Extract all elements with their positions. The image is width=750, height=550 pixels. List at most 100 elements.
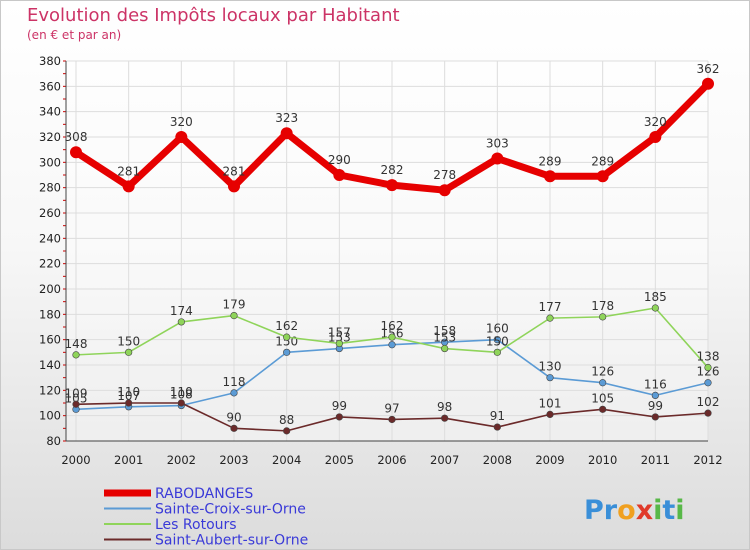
series-point-3 [546,410,554,419]
x-tick-label: 2007 [430,453,459,467]
data-label-0: 281 [223,164,246,178]
series-point-0 [122,180,135,193]
series-point-0 [596,170,609,183]
series-point-2 [546,314,554,322]
data-label-1: 153 [328,331,351,345]
data-label-2: 138 [697,350,720,364]
series-point-2 [704,363,712,372]
brand-letter: t [662,495,675,526]
series-point-2 [283,333,291,341]
data-label-0: 290 [328,153,351,167]
data-label-3: 99 [332,399,347,413]
series-point-2 [177,318,185,326]
plot-area [66,61,708,441]
data-label-0: 362 [697,62,720,76]
chart-title: Evolution des Impôts locaux par Habitant [27,5,400,26]
y-tick-label: 180 [39,307,61,321]
y-tick-label: 380 [39,54,61,68]
series-point-2 [125,348,133,356]
series-point-3 [388,415,396,424]
brand-letter: P [584,495,604,526]
x-tick-label: 2000 [61,453,90,467]
series-point-3 [651,413,659,421]
series-point-3 [177,399,185,407]
x-tick-label: 2003 [219,453,248,467]
data-label-0: 289 [591,154,614,168]
y-tick-label: 360 [39,79,61,93]
data-label-3: 101 [539,396,562,410]
legend-label-1: Sainte-Croix-sur-Orne [155,502,306,518]
data-label-1: 126 [697,365,720,379]
series-point-3 [599,405,607,413]
brand-letter: r [604,495,618,526]
data-label-0: 281 [117,164,140,178]
data-label-2: 148 [65,337,88,351]
data-label-2: 150 [486,334,509,348]
data-label-2: 178 [591,299,614,313]
data-label-2: 162 [381,319,404,333]
y-tick-label: 80 [46,434,61,448]
x-tick-label: 2006 [377,453,406,467]
data-label-3: 91 [490,409,505,423]
series-point-3 [335,413,343,421]
data-label-1: 160 [486,322,509,336]
data-label-3: 110 [170,385,193,399]
series-point-0 [702,77,714,90]
series-point-3 [72,400,80,408]
y-tick-label: 220 [39,257,61,271]
series-point-0 [228,180,240,193]
x-tick-label: 2012 [693,453,722,467]
chart-subtitle: (en € et par an) [27,28,122,42]
y-tick-label: 100 [39,409,61,423]
data-label-3: 110 [117,385,140,399]
brand-letter: i [675,495,684,526]
legend-label-0: RABODANGES [155,486,253,502]
series-point-2 [651,304,659,312]
x-tick-label: 2008 [483,453,512,467]
series-point-0 [175,131,188,143]
series-point-1 [493,336,501,344]
x-tick-label: 2001 [114,453,143,467]
x-tick-label: 2009 [535,453,564,467]
data-label-0: 289 [539,154,562,168]
y-tick-label: 340 [39,105,61,119]
brand-logo: Proxiti [584,495,685,526]
data-label-3: 90 [226,410,241,424]
data-label-3: 97 [384,401,399,415]
data-label-3: 109 [65,386,88,400]
data-label-1: 105 [65,391,88,405]
y-tick-label: 260 [39,206,61,220]
series-point-1 [599,379,607,387]
series-point-1 [546,374,554,382]
data-label-3: 102 [697,395,720,409]
data-label-1: 107 [117,389,140,403]
series-point-0 [70,146,82,159]
series-point-0 [280,127,293,140]
y-tick-label: 140 [39,358,61,372]
x-tick-label: 2002 [167,453,196,467]
y-tick-label: 160 [39,333,61,347]
data-label-2: 153 [433,331,456,345]
brand-letter: i [653,495,662,526]
series-point-3 [493,423,501,431]
data-label-1: 126 [591,365,614,379]
data-label-0: 323 [275,111,298,125]
legend-label-2: Les Rotours [155,517,237,533]
data-label-2: 157 [328,325,351,339]
series-point-0 [438,184,451,197]
series-point-3 [441,414,449,422]
data-label-1: 158 [433,324,456,338]
data-label-2: 150 [117,334,140,348]
y-tick-label: 320 [39,130,61,144]
data-label-1: 118 [223,375,246,389]
series-point-3 [125,399,133,407]
series-point-1 [283,348,291,356]
data-label-3: 105 [591,391,614,405]
data-label-2: 185 [644,290,667,304]
data-label-3: 99 [648,399,663,413]
series-point-3 [283,427,291,435]
data-label-3: 98 [437,400,452,414]
data-label-0: 303 [486,137,509,151]
series-point-1 [651,391,659,400]
